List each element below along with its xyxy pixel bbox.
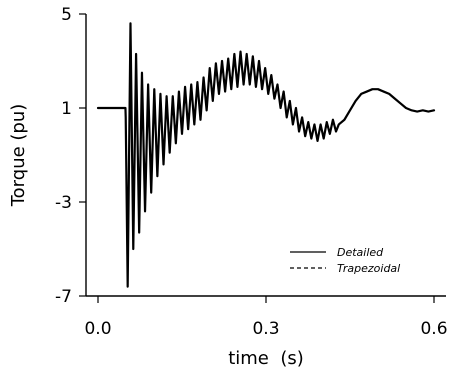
y-tick-label-neg7: -7 <box>55 287 72 307</box>
legend-label-trapezoidal: Trapezoidal <box>337 262 400 275</box>
x-tick-label-0-6: 0.6 <box>420 319 447 339</box>
x-tick-label-0: 0.0 <box>84 319 111 339</box>
series-line-detailed <box>96 22 436 288</box>
x-tick-label-0-3: 0.3 <box>252 319 279 339</box>
y-axis-title: Torque (pu) <box>8 104 29 208</box>
x-axis-title: time (s) <box>228 348 304 369</box>
legend: Detailed Trapezoidal <box>290 246 400 275</box>
plot-area <box>79 13 446 303</box>
y-tick-label-1: 1 <box>61 99 72 119</box>
axis-ticks <box>79 13 435 303</box>
y-tick-label-neg3: -3 <box>55 193 72 213</box>
legend-label-detailed: Detailed <box>337 246 384 259</box>
y-tick-label-5: 5 <box>61 5 72 25</box>
series-layer <box>96 22 436 288</box>
series-line-trapezoidal <box>97 22 435 288</box>
